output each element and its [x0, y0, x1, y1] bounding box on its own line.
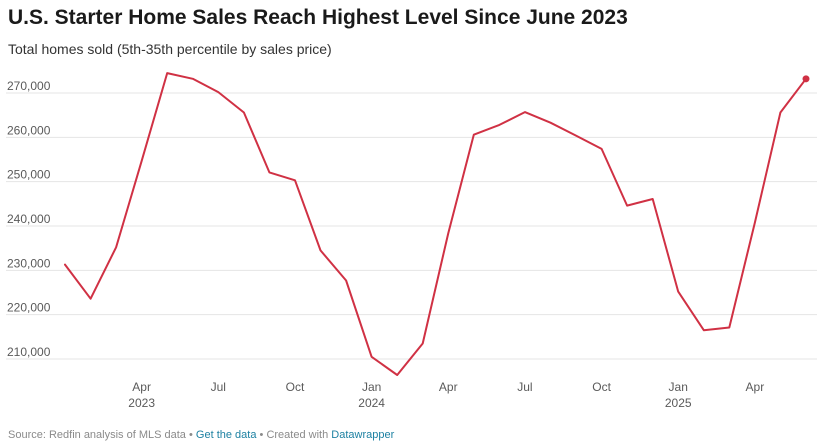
data-point	[472, 133, 476, 137]
data-point	[140, 159, 144, 163]
data-point	[523, 110, 527, 114]
chart-area: 210,000 220,000 230,000 240,000 250,000 260,0…	[0, 60, 824, 420]
line-chart: 210,000 220,000 230,000 240,000 250,000 260,0…	[6, 71, 817, 410]
x-tick-year-label: 2023	[128, 396, 155, 410]
data-point	[421, 341, 425, 345]
y-tick-label: 220,000	[7, 301, 51, 315]
y-tick-label: 250,000	[7, 168, 51, 182]
y-tick-label: 240,000	[7, 212, 51, 226]
chart-title: U.S. Starter Home Sales Reach Highest Le…	[8, 6, 628, 29]
data-point	[574, 134, 578, 138]
data-point	[548, 121, 552, 125]
x-tick-year-label: 2025	[665, 396, 692, 410]
created-with-text: Created with	[266, 429, 329, 441]
y-tick-label: 230,000	[7, 256, 51, 270]
data-point	[727, 326, 731, 330]
data-point	[191, 77, 195, 81]
gridlines	[6, 92, 817, 360]
chart-subtitle: Total homes sold (5th-35th percentile by…	[8, 41, 332, 57]
x-tick-label: Jul	[517, 380, 532, 394]
data-point	[63, 263, 67, 267]
data-point	[702, 328, 706, 332]
data-point	[319, 248, 323, 252]
data-point	[370, 355, 374, 359]
series-layer	[63, 71, 810, 377]
x-tick-label: Jan	[669, 380, 688, 394]
footer-separator: •	[189, 429, 193, 441]
data-point	[216, 90, 220, 94]
y-tick-label: 210,000	[7, 345, 51, 359]
x-tick-year-label: 2024	[358, 396, 385, 410]
data-point	[651, 197, 655, 201]
data-point	[395, 373, 399, 377]
data-point	[446, 231, 450, 235]
get-the-data-link[interactable]: Get the data	[195, 429, 257, 441]
y-tick-label: 260,000	[7, 123, 51, 137]
data-point	[753, 220, 757, 224]
datawrapper-link[interactable]: Datawrapper	[331, 429, 395, 441]
data-point	[778, 111, 782, 115]
y-axis-ticks: 210,000 220,000 230,000 240,000 250,000 260,0…	[7, 79, 51, 359]
x-tick-label: Jan	[362, 380, 381, 394]
x-tick-label: Apr	[439, 380, 458, 394]
series-line	[64, 72, 807, 376]
x-tick-label: Jul	[211, 380, 226, 394]
x-tick-label: Oct	[592, 380, 611, 394]
data-point	[165, 71, 169, 75]
data-point	[242, 111, 246, 115]
x-tick-label: Apr	[746, 380, 765, 394]
data-point	[293, 178, 297, 182]
y-tick-label: 270,000	[7, 79, 51, 93]
data-point	[89, 297, 93, 301]
data-point	[600, 147, 604, 151]
data-point	[676, 290, 680, 294]
x-tick-label: Apr	[132, 380, 151, 394]
x-tick-label: Oct	[286, 380, 305, 394]
data-point	[497, 123, 501, 127]
source-text: Source: Redfin analysis of MLS data	[8, 429, 186, 441]
data-point	[625, 204, 629, 208]
data-point	[114, 245, 118, 249]
data-point	[267, 170, 271, 174]
data-point	[344, 279, 348, 283]
x-axis-ticks: Apr 2023 Jul Oct Jan 2024 Apr Jul Oct Jan 2025 Apr	[128, 380, 764, 410]
footer-separator: •	[259, 429, 264, 441]
last-data-point-marker	[802, 75, 810, 83]
chart-footer: Source: Redfin analysis of MLS data • Ge…	[8, 429, 394, 441]
